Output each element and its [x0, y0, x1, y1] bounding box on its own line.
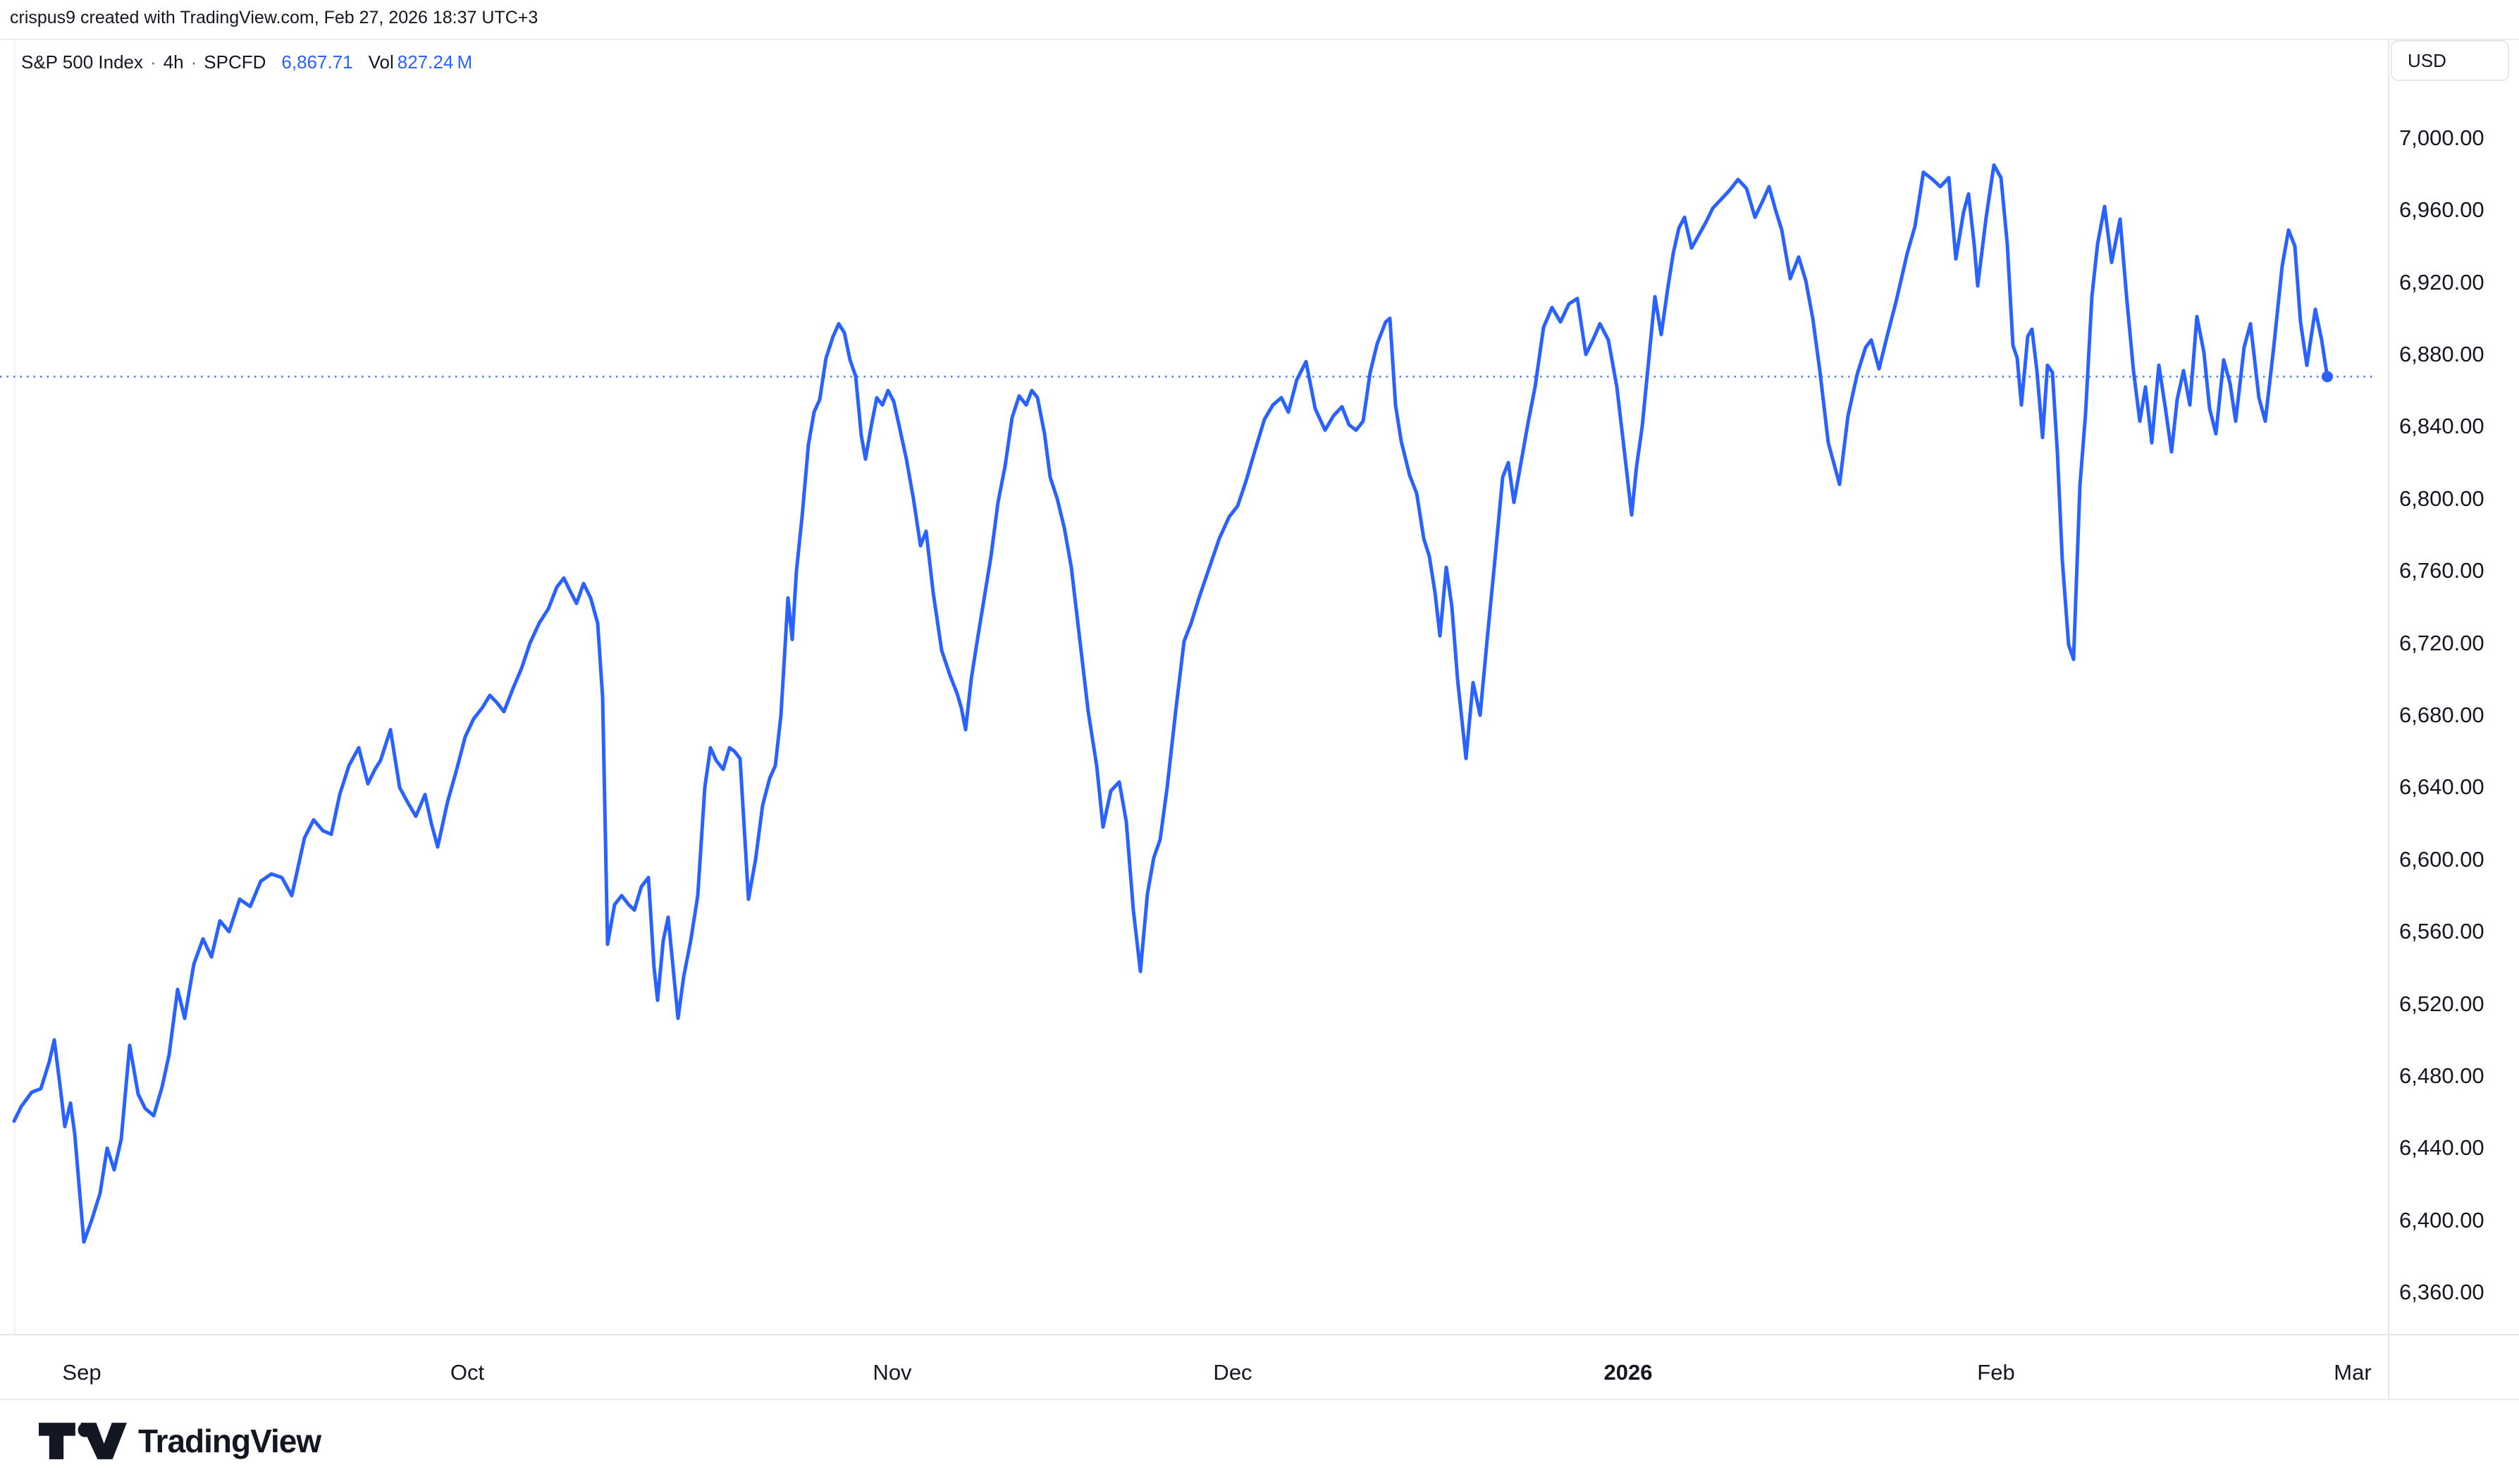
legend-separator: ·	[190, 51, 197, 73]
chart-top-border	[0, 39, 2519, 40]
price-series-line	[12, 163, 2329, 1244]
y-axis-label: 6,920.00	[2399, 269, 2484, 295]
y-axis-label: 6,880.00	[2399, 342, 2484, 366]
y-axis-label: 6,360.00	[2399, 1280, 2484, 1305]
tradingview-wordmark: TradingView	[138, 1423, 321, 1459]
legend-volume-label: Vol	[368, 51, 394, 73]
currency-button-label: USD	[2408, 49, 2446, 71]
y-axis-label: 6,480.00	[2399, 1063, 2484, 1088]
time-axis-separator	[0, 1334, 2519, 1335]
tradingview-logo[interactable]: TradingView	[39, 1422, 321, 1460]
x-axis-label: Sep	[62, 1360, 101, 1385]
y-axis-label: 6,640.00	[2399, 774, 2484, 800]
y-axis-label: 6,960.00	[2399, 197, 2484, 223]
legend-interval[interactable]: 4h	[163, 51, 184, 73]
y-axis-label: 6,520.00	[2399, 991, 2484, 1016]
y-axis-label: 6,840.00	[2399, 414, 2484, 439]
x-axis-label: Mar	[2334, 1360, 2372, 1385]
tradingview-logo-icon	[39, 1423, 127, 1459]
chart-left-border	[14, 39, 16, 1334]
chart-bottom-border	[0, 1399, 2519, 1400]
y-axis-label: 6,600.00	[2399, 846, 2484, 872]
legend-symbol-code[interactable]: SPCFD	[204, 51, 266, 73]
currency-button[interactable]: USD	[2391, 40, 2509, 81]
y-axis-label: 6,760.00	[2399, 558, 2484, 583]
chart-legend: S&P 500 Index · 4h · SPCFD 6,867.71 Vol …	[21, 51, 472, 73]
legend-last-price: 6,867.71	[281, 51, 353, 73]
x-axis-label: 2026	[1603, 1360, 1653, 1385]
legend-symbol-title[interactable]: S&P 500 Index	[21, 51, 143, 73]
y-axis-label: 6,560.00	[2399, 919, 2484, 944]
x-axis-label: Nov	[873, 1360, 912, 1385]
y-axis-label: 6,680.00	[2399, 703, 2484, 727]
legend-volume-value: 827.24 M	[397, 51, 473, 73]
x-axis-label: Feb	[1977, 1360, 2015, 1385]
attribution-text: crispus9 created with TradingView.com, F…	[10, 8, 538, 27]
price-axis-separator	[2388, 39, 2389, 1399]
y-axis-label: 6,800.00	[2399, 486, 2484, 511]
legend-separator: ·	[150, 51, 156, 73]
x-axis-label: Oct	[450, 1360, 485, 1385]
x-axis-label: Dec	[1213, 1360, 1252, 1385]
y-axis-label: 6,440.00	[2399, 1135, 2484, 1161]
y-axis-label: 7,000.00	[2399, 125, 2484, 150]
last-price-dot	[2322, 371, 2333, 383]
y-axis-label: 6,400.00	[2399, 1207, 2484, 1232]
y-axis-label: 6,720.00	[2399, 630, 2484, 655]
